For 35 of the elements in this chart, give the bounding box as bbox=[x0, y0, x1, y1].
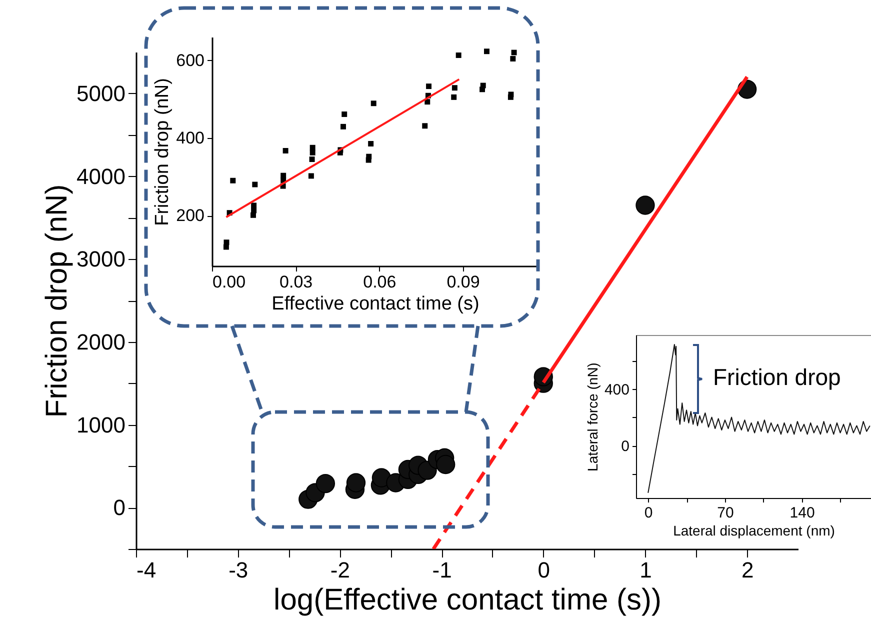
y-tick-label: 4000 bbox=[76, 164, 126, 189]
y-tick-label: 5000 bbox=[76, 80, 126, 106]
x-tick-label: 70 bbox=[717, 504, 734, 522]
point bbox=[346, 473, 366, 492]
x-tick-label: 0.00 bbox=[212, 272, 246, 292]
x-tick-label: -4 bbox=[136, 558, 156, 582]
y-tick-label: 400 bbox=[604, 381, 630, 398]
x-tick-label: 2 bbox=[741, 558, 754, 582]
y-tick-label: 3000 bbox=[76, 246, 126, 272]
y-tick-label: 200 bbox=[176, 206, 204, 226]
line-series bbox=[648, 344, 870, 494]
x-axis-title: Lateral displacement (nm) bbox=[673, 522, 835, 538]
y-tick-label: 400 bbox=[176, 128, 204, 148]
x-tick-label: 0.09 bbox=[446, 272, 480, 292]
x-axis-title: log(Effective contact time (s)) bbox=[274, 584, 662, 616]
x-axis-title: Effective contact time (s) bbox=[272, 294, 480, 314]
point bbox=[636, 196, 655, 215]
y-tick-label: 2000 bbox=[76, 329, 126, 354]
y-tick-label: 1000 bbox=[76, 412, 126, 438]
point bbox=[316, 474, 336, 494]
x-tick-label: 0 bbox=[538, 558, 550, 582]
x-tick-label: -2 bbox=[330, 558, 350, 582]
x-tick-label: 1 bbox=[640, 558, 652, 582]
y-axis-title: Friction drop (nN) bbox=[152, 78, 174, 226]
annotation: Friction drop bbox=[713, 364, 841, 390]
x-tick-label: -1 bbox=[432, 558, 452, 582]
point bbox=[436, 454, 456, 474]
x-tick-label: 140 bbox=[790, 504, 815, 522]
x-tick-label: -3 bbox=[228, 558, 248, 582]
y-axis-title: Lateral force (nN) bbox=[584, 362, 600, 472]
x-tick-label: 0.06 bbox=[363, 272, 396, 292]
x-tick-label: 0 bbox=[644, 504, 653, 522]
y-axis-title: Friction drop (nN) bbox=[40, 184, 74, 418]
y-tick-label: 600 bbox=[176, 50, 204, 70]
x-tick-label: 0.03 bbox=[280, 272, 313, 292]
